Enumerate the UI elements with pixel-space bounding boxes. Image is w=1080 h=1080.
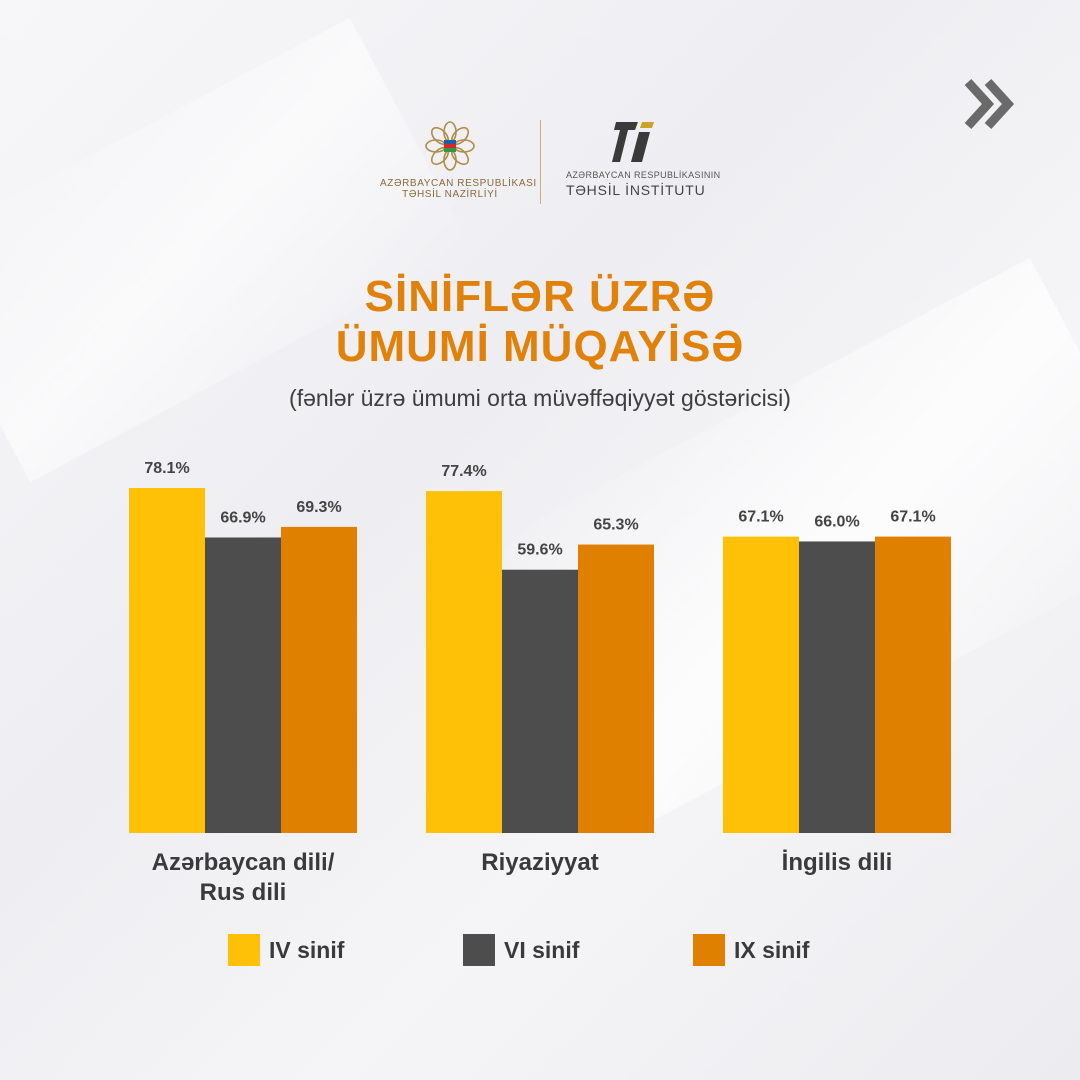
logo-divider <box>540 120 541 204</box>
bar-ix-1 <box>578 544 654 833</box>
legend-swatch-iv <box>228 934 260 966</box>
data-label: 67.1% <box>890 509 935 526</box>
legend-label-ix: IX sinif <box>734 937 810 963</box>
legend-label-iv: IV sinif <box>269 937 345 963</box>
bar-vi-0 <box>205 537 281 833</box>
institute-logo: AZƏRBAYCAN RESPUBLİKASININ TƏHSİL İNSTİT… <box>566 118 746 208</box>
category-label: Riyaziyyat <box>481 849 598 876</box>
institute-name-line1: AZƏRBAYCAN RESPUBLİKASININ <box>566 170 721 180</box>
bar-vi-1 <box>502 569 578 833</box>
data-label: 67.1% <box>738 509 783 526</box>
chart-subtitle: (fənlər üzrə ümumi orta müvəffəqiyyət gö… <box>289 385 791 411</box>
header-logos: AZƏRBAYCAN RESPUBLİKASI TƏHSİL NAZİRLİYİ… <box>0 118 1080 208</box>
data-label: 66.0% <box>814 513 859 530</box>
ministry-logo: AZƏRBAYCAN RESPUBLİKASI TƏHSİL NAZİRLİYİ <box>380 118 537 208</box>
bar-iv-2 <box>723 536 799 833</box>
chart-title-line2: ÜMUMİ MÜQAYİSƏ <box>335 322 745 371</box>
data-label: 66.9% <box>220 509 265 526</box>
bar-ix-0 <box>281 526 357 833</box>
data-label: 65.3% <box>593 517 638 534</box>
ministry-name-line1: AZƏRBAYCAN RESPUBLİKASI <box>380 178 537 189</box>
bar-iv-0 <box>129 488 205 833</box>
ministry-emblem-icon <box>425 121 475 171</box>
data-label: 78.1% <box>144 460 189 477</box>
legend-label-vi: VI sinif <box>504 937 580 963</box>
category-label: Azərbaycan dili/Rus dili <box>152 849 335 906</box>
bar-vi-2 <box>799 541 875 833</box>
data-label: 77.4% <box>441 463 486 480</box>
data-label: 59.6% <box>517 542 562 559</box>
institute-name-line2: TƏHSİL İNSTİTUTU <box>566 182 706 198</box>
chart-title-line1: SİNİFLƏR ÜZRƏ <box>364 272 716 321</box>
category-label: İngilis dili <box>782 849 893 876</box>
ministry-name-line2: TƏHSİL NAZİRLİYİ <box>402 189 498 200</box>
legend-swatch-ix <box>693 934 725 966</box>
double-chevron-right-icon[interactable] <box>958 72 1022 136</box>
chart-title: SİNİFLƏR ÜZRƏ ÜMUMİ MÜQAYİSƏ <box>0 272 1080 372</box>
bar-iv-1 <box>426 491 502 833</box>
data-label: 69.3% <box>296 499 341 516</box>
institute-ti-icon <box>612 122 654 162</box>
legend-swatch-vi <box>463 934 495 966</box>
bar-ix-2 <box>875 536 951 833</box>
